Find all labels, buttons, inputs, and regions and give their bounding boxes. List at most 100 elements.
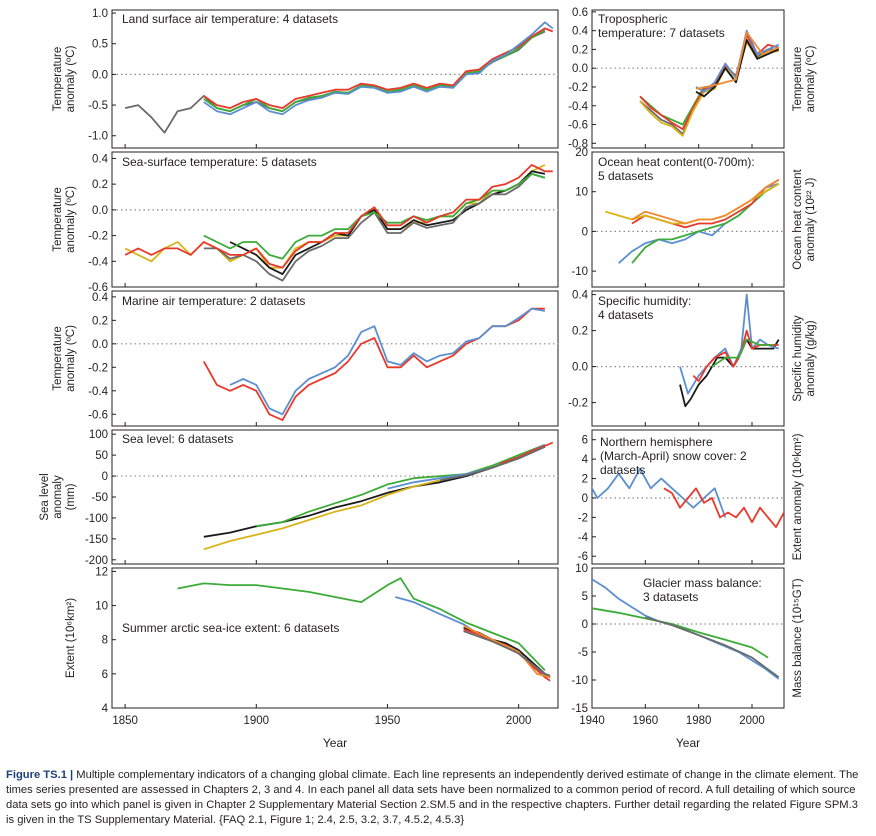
y-tick-label: 100 [89, 429, 108, 441]
series-line-humidity-1 [679, 338, 780, 408]
y-tick-label: 5 [582, 591, 588, 603]
y-axis-label: anomaly (ºC) [65, 325, 77, 392]
y-tick-label: -0.6 [88, 409, 108, 421]
series-group [679, 293, 780, 408]
panel-title: Tropospheric [598, 12, 668, 26]
panel-title: temperature: 7 datasets [598, 26, 725, 40]
y-axis-label: (mm) [65, 483, 77, 510]
series-group [592, 467, 784, 528]
y-tick-label: 0.2 [572, 326, 588, 338]
series-line-sealevel-4 [387, 443, 546, 490]
series-line-snow-1 [592, 467, 727, 518]
y-tick-label: 4 [102, 703, 109, 715]
y-axis-label: Temperature [52, 187, 64, 252]
y-axis-label: anomaly (ºC) [805, 45, 817, 112]
series-line-land-4 [203, 21, 554, 116]
panel-title: Northern hemisphere [600, 435, 713, 449]
y-tick-label: 1.0 [92, 8, 108, 20]
panel-seaice: 12 10 8 6 4 Extent (10⁶km²) Summer arctic sea-… [65, 566, 559, 715]
panel-frame [111, 9, 559, 149]
y-tick-label: 0.4 [92, 292, 109, 304]
y-tick-label: -150 [85, 534, 108, 546]
y-tick-label: -0.2 [88, 362, 108, 374]
panel-sealevel: 100 50 0 -50 -100 -150 -200 Sea level anomaly (mm… [39, 429, 559, 567]
series-group [203, 307, 546, 421]
series-line-land-1 [124, 30, 546, 134]
y-tick-label: -0.2 [568, 398, 588, 410]
x-axis-left-tick-label: 1850 [112, 715, 138, 727]
y-axis-label: anomaly (ºC) [65, 45, 77, 112]
y-tick-label: -5 [578, 647, 588, 659]
y-tick-label: -0.4 [88, 256, 108, 268]
y-axis-label: Temperature [52, 326, 64, 391]
y-tick-label: 0 [582, 493, 588, 505]
series-line-sealevel-3 [256, 443, 546, 528]
y-tick-label: 0.6 [572, 7, 588, 19]
panel-title: Specific humidity: [598, 294, 691, 308]
series-group [592, 578, 780, 680]
panel-frame [111, 151, 559, 288]
y-tick-label: 10 [575, 563, 588, 575]
panel-title: Ocean heat content(0-700m): [598, 155, 755, 169]
panel-title: datasets [600, 463, 645, 477]
series-line-sst-4 [203, 173, 546, 260]
panel-snow: 6 4 2 0 -2 -4 -6 Extent anomaly (10⁶km²) Norther… [578, 429, 804, 565]
y-tick-label: -0.4 [568, 101, 588, 113]
y-tick-label: 0 [102, 471, 108, 483]
series-line-sst-5 [124, 164, 553, 269]
series-group [203, 441, 554, 551]
y-axis-label: Mass balance (10¹⁵GT) [792, 578, 804, 697]
y-tick-label: -100 [85, 513, 108, 525]
y-tick-label: 0 [582, 226, 588, 238]
panel-title: Sea-surface temperature: 5 datasets [122, 155, 317, 169]
y-tick-label: 0.2 [92, 315, 108, 327]
y-tick-label: -0.2 [88, 231, 108, 243]
series-group [124, 21, 554, 134]
y-tick-label: 0.0 [572, 63, 588, 75]
y-tick-label: -2 [578, 512, 588, 524]
panel-title: Glacier mass balance: [643, 576, 762, 590]
y-tick-label: -0.6 [88, 282, 108, 294]
panel-frame [591, 290, 785, 427]
panel-humidity: 0.4 0.2 0.0 -0.2 Specific humidity anomaly (g… [568, 290, 817, 427]
caption-label: Figure TS.1 | [6, 769, 74, 781]
y-tick-label: 0.0 [572, 362, 588, 374]
series-line-mat-2 [229, 307, 546, 416]
panel-frame [591, 9, 785, 149]
panel-title: Marine air temperature: 2 datasets [122, 294, 305, 308]
y-axis-label: anomaly (ºC) [65, 186, 77, 253]
y-tick-label: 0.4 [92, 153, 109, 165]
y-axis-label: Temperature [792, 47, 804, 112]
caption-text: Multiple complementary indicators of a c… [6, 769, 859, 826]
y-tick-label: 12 [95, 566, 108, 578]
panel-frame [591, 429, 785, 565]
y-tick-label: -10 [571, 266, 588, 278]
series-group [177, 577, 551, 682]
panel-title: Summer arctic sea-ice extent: 6 datasets [122, 621, 339, 635]
y-tick-label: -0.6 [568, 120, 588, 132]
x-axis-right-tick-label: 2000 [739, 715, 765, 727]
y-tick-label: 2 [582, 474, 588, 486]
series-group [605, 179, 780, 264]
y-axis-label: anomaly (g/kg) [805, 320, 817, 396]
series-line-glacier-3 [645, 616, 780, 678]
x-axis-right-tick-label: 1940 [579, 715, 605, 727]
panel-title: (March-April) snow cover: 2 [600, 449, 747, 463]
series-line-tropo-7 [695, 31, 780, 90]
y-tick-label: 6 [102, 669, 108, 681]
y-tick-label: -6 [578, 551, 588, 563]
y-tick-label: -4 [578, 532, 589, 544]
series-line-tropo-3 [639, 34, 779, 131]
panel-frame [111, 290, 559, 427]
series-line-sealevel-1 [203, 445, 546, 538]
panel-frame [111, 567, 559, 709]
series-line-land-3 [203, 27, 554, 109]
panel-title: 4 datasets [598, 308, 653, 322]
y-tick-label: 8 [102, 635, 108, 647]
series-line-seaice-1 [177, 577, 546, 672]
y-tick-label: 10 [95, 601, 108, 613]
x-axis-left-tick-label: 1950 [375, 715, 401, 727]
x-axis-left-title: Year [323, 736, 347, 750]
y-tick-label: 4 [582, 454, 589, 466]
